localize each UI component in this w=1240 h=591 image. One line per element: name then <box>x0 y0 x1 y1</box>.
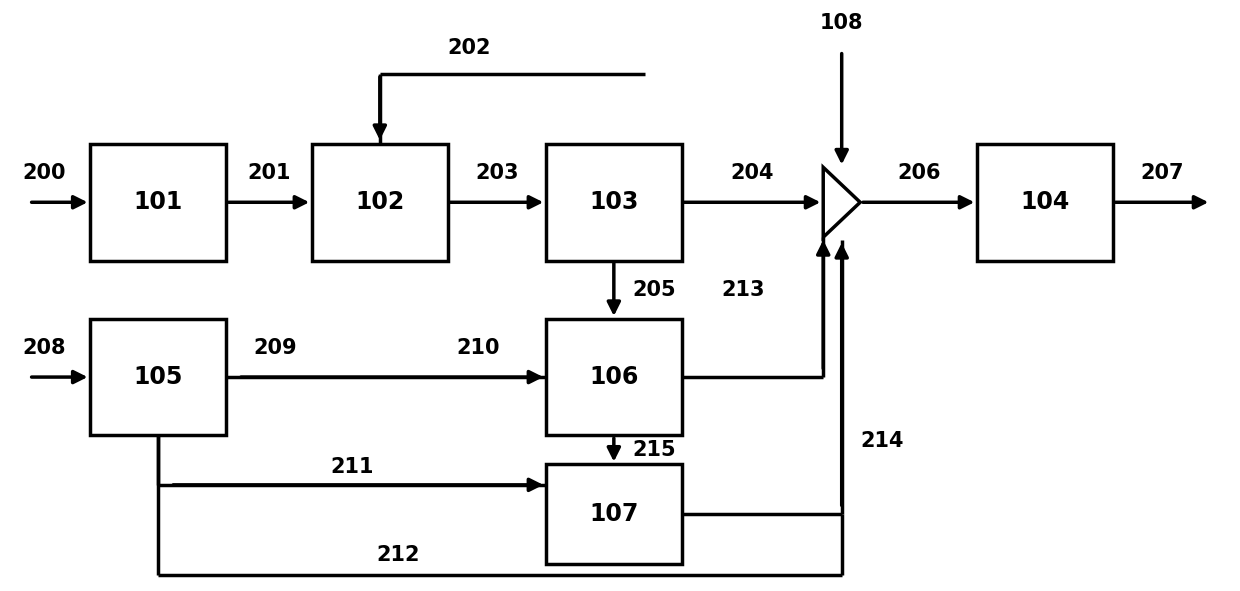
Text: 106: 106 <box>589 365 639 389</box>
Text: 203: 203 <box>475 163 518 183</box>
Text: 209: 209 <box>253 338 296 358</box>
Text: 212: 212 <box>377 545 420 565</box>
Text: 202: 202 <box>448 38 491 58</box>
Text: 102: 102 <box>355 190 404 215</box>
Text: 101: 101 <box>134 190 182 215</box>
Bar <box>91 319 226 436</box>
Text: 208: 208 <box>22 338 66 358</box>
Bar <box>546 465 682 564</box>
Text: 205: 205 <box>632 280 676 300</box>
Bar <box>546 144 682 261</box>
Text: 104: 104 <box>1021 190 1070 215</box>
Text: 214: 214 <box>861 431 904 451</box>
Text: 105: 105 <box>134 365 182 389</box>
Text: 211: 211 <box>330 457 374 478</box>
Text: 204: 204 <box>730 163 774 183</box>
Text: 210: 210 <box>456 338 500 358</box>
Text: 200: 200 <box>22 163 66 183</box>
Bar <box>546 319 682 436</box>
Text: 201: 201 <box>247 163 290 183</box>
Text: 108: 108 <box>820 14 863 33</box>
Text: 213: 213 <box>722 280 765 300</box>
Bar <box>312 144 448 261</box>
Text: 206: 206 <box>897 163 940 183</box>
Bar <box>91 144 226 261</box>
Text: 207: 207 <box>1141 163 1184 183</box>
Bar <box>977 144 1112 261</box>
Text: 215: 215 <box>632 440 676 460</box>
Text: 103: 103 <box>589 190 639 215</box>
Text: 107: 107 <box>589 502 639 526</box>
